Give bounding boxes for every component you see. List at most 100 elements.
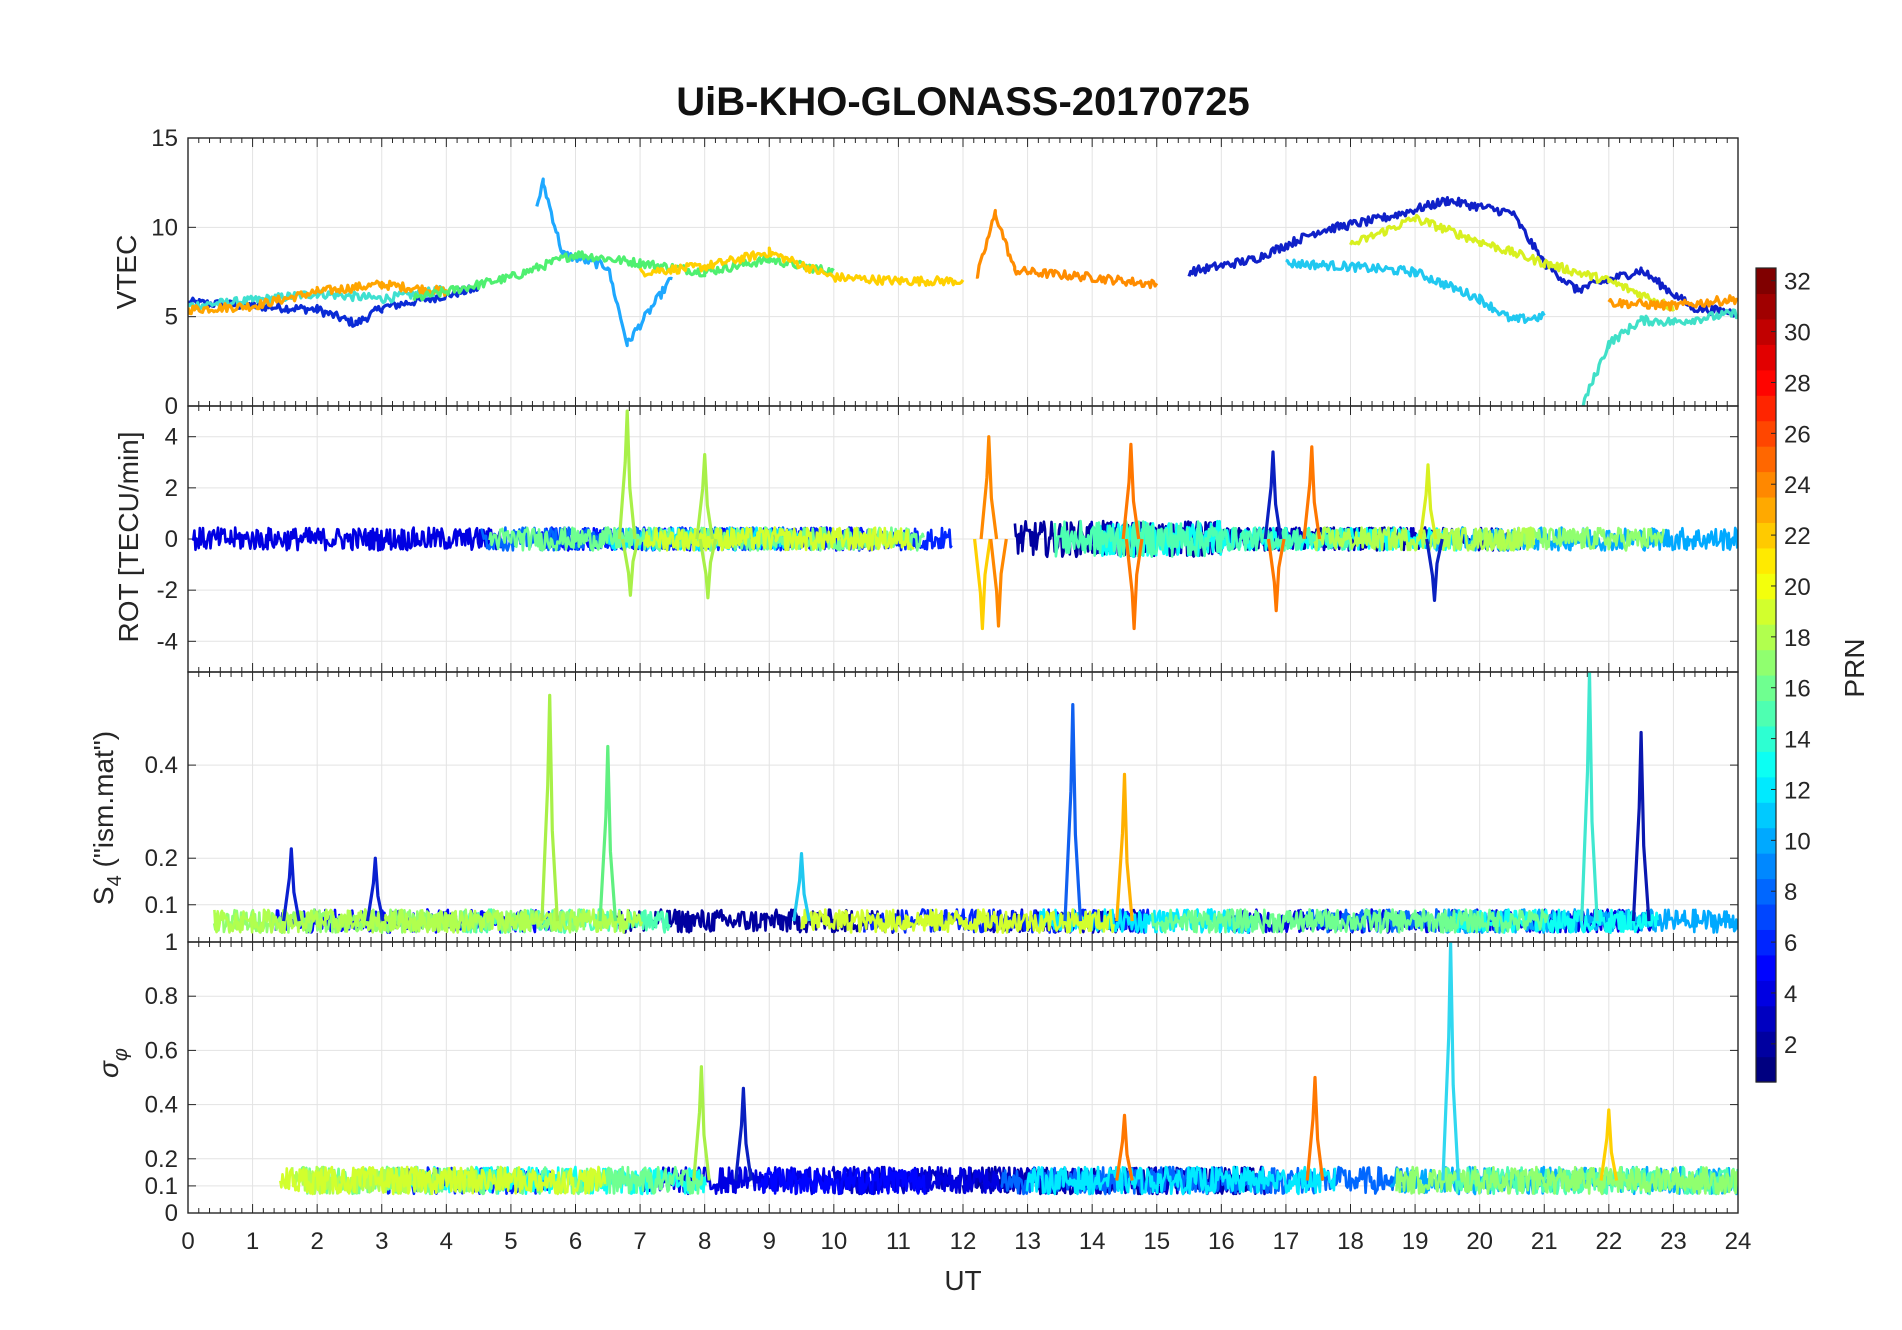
y-tick-label: 10: [151, 214, 178, 241]
sig-spike: [692, 1065, 711, 1181]
sig-spike: [1441, 942, 1460, 1181]
colorbar-segment: [1756, 725, 1776, 752]
s4-panel: 0.1 0.2 0.4: [145, 671, 1739, 943]
colorbar-segment: [1756, 369, 1776, 396]
colorbar-segment: [1756, 624, 1776, 651]
colorbar-segment: [1756, 1005, 1776, 1032]
sig-spike: [1115, 1113, 1134, 1181]
rot-series-line: [1313, 526, 1536, 552]
colorbar-tick-label: 4: [1784, 981, 1797, 1008]
x-tick-label: 12: [950, 1228, 977, 1255]
rot-spike: [698, 538, 718, 600]
sigma-phi-axis-label: σφ: [93, 1048, 132, 1078]
x-tick-label: 4: [440, 1228, 453, 1255]
chart-title: UiB-KHO-GLONASS-20170725: [676, 80, 1250, 124]
y-tick-label: 4: [165, 424, 178, 451]
s4-spike: [598, 744, 618, 922]
x-tick-label: 21: [1531, 1228, 1558, 1255]
sig-series-line: [757, 1166, 927, 1195]
sig-spike: [1305, 1075, 1325, 1181]
rot-spike: [1263, 450, 1283, 540]
colorbar-segment: [1756, 878, 1776, 905]
colorbar-tick-label: 12: [1784, 777, 1811, 804]
colorbar-segment: [1756, 496, 1776, 523]
colorbar-segment: [1756, 827, 1776, 854]
rot-spike: [617, 409, 637, 540]
x-tick-label: 13: [1014, 1228, 1041, 1255]
x-tick-label: 9: [763, 1228, 776, 1255]
y-tick-label: 2: [165, 475, 178, 502]
colorbar-tick-label: 26: [1784, 421, 1811, 448]
rot-spike: [989, 538, 1008, 628]
colorbar-tick-label: 16: [1784, 676, 1811, 703]
rot-spike: [1121, 442, 1141, 540]
rot-spike: [1266, 538, 1286, 613]
rot-spike: [1418, 463, 1438, 540]
y-tick-label: 0: [165, 526, 178, 553]
y-tick-label: 15: [151, 125, 178, 152]
colorbar-tick-label: 8: [1784, 879, 1797, 906]
colorbar-segment: [1756, 1031, 1776, 1058]
s4-spike: [1063, 703, 1083, 922]
colorbar-tick-label: 6: [1784, 930, 1797, 957]
s4-series-line: [1150, 908, 1550, 934]
svg-text:S4 ("ism.mat"): S4 ("ism.mat"): [88, 731, 126, 905]
s4-series-group: [212, 672, 1738, 934]
y-tick-label: 0.2: [145, 845, 178, 872]
vtec-series-line: [1187, 196, 1738, 319]
vtec-series-line: [188, 279, 448, 316]
x-tick-label: 2: [310, 1228, 323, 1255]
vtec-series-line: [535, 177, 673, 348]
vtec-series-line: [1607, 294, 1738, 312]
colorbar-label: PRN: [1839, 638, 1870, 697]
rot-series-line: [643, 526, 915, 552]
sig-spike: [1599, 1108, 1619, 1181]
s4-spike: [1115, 772, 1134, 922]
colorbar-tick-label: 20: [1784, 574, 1811, 601]
sig-series-line: [279, 1165, 607, 1196]
colorbar-segment: [1756, 751, 1776, 778]
s4-spike: [365, 856, 385, 922]
y-tick-label: 0.1: [145, 1173, 178, 1200]
sig-spike: [734, 1086, 753, 1181]
colorbar-segment: [1756, 954, 1776, 981]
y-tick-label: 5: [165, 304, 178, 331]
x-tick-label: 14: [1079, 1228, 1106, 1255]
colorbar-segment: [1756, 344, 1776, 371]
y-tick-label: 0.8: [145, 983, 178, 1010]
colorbar-segment: [1756, 318, 1776, 345]
s4-spike: [1580, 672, 1599, 922]
x-tick-label: 23: [1660, 1228, 1687, 1255]
y-tick-label: 0.2: [145, 1146, 178, 1173]
colorbar-segment: [1756, 649, 1776, 676]
x-tick-label: 1: [246, 1228, 259, 1255]
colorbar-tick-label: 32: [1784, 269, 1811, 296]
vtec-panel: 0 5 10 15: [151, 125, 1739, 420]
colorbar-frame: [1755, 267, 1777, 1083]
vtec-series-group: [188, 177, 1738, 406]
sig-series-line: [1025, 1165, 1337, 1196]
rot-spike: [621, 538, 640, 597]
colorbar-tick-label: 28: [1784, 370, 1811, 397]
colorbar-segment: [1756, 929, 1776, 956]
y-tick-label: 0: [165, 1200, 178, 1227]
colorbar-segment: [1756, 802, 1776, 829]
s4-spike: [792, 852, 811, 922]
rot-series-line: [1053, 519, 1353, 558]
x-axis-label: UT: [944, 1265, 981, 1296]
s4-series-line: [800, 908, 1115, 934]
colorbar-segment: [1756, 573, 1776, 600]
x-tick-label: 10: [820, 1228, 847, 1255]
rot-spike: [695, 453, 714, 540]
x-tick-label: 18: [1337, 1228, 1364, 1255]
y-tick-label: -4: [157, 628, 178, 655]
x-tick-label: 0: [181, 1228, 194, 1255]
y-tick-label: 1: [165, 929, 178, 956]
x-tick-label: 6: [569, 1228, 582, 1255]
y-tick-label: 0.1: [145, 892, 178, 919]
x-tick-label: 16: [1208, 1228, 1235, 1255]
x-tick-label: 11: [886, 1228, 911, 1255]
s4-spike: [540, 693, 559, 922]
